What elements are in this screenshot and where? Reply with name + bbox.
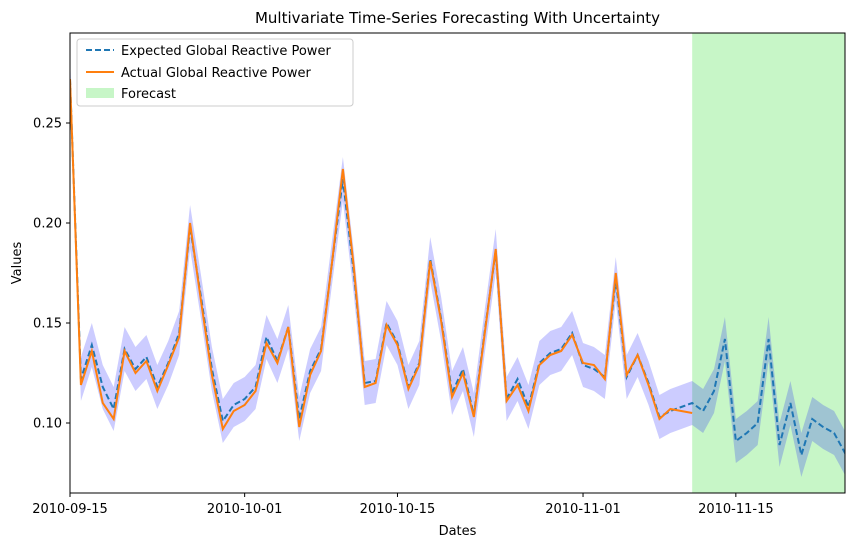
- x-axis-label: Dates: [439, 524, 477, 539]
- x-tick-label: 2010-10-15: [360, 502, 436, 517]
- forecast-region: [692, 33, 845, 493]
- expected-series-line: [70, 78, 845, 456]
- y-tick-label: 0.20: [33, 217, 62, 232]
- x-tick-label: 2010-11-15: [698, 502, 774, 517]
- x-axis: 2010-09-15 2010-10-01 2010-10-15 2010-11-01…: [32, 493, 774, 517]
- y-tick-label: 0.15: [33, 317, 62, 332]
- x-tick-label: 2010-09-15: [32, 502, 108, 517]
- legend-actual-label: Actual Global Reactive Power: [121, 66, 312, 81]
- chart-title: Multivariate Time-Series Forecasting Wit…: [255, 9, 660, 27]
- legend-expected-label: Expected Global Reactive Power: [121, 44, 331, 59]
- legend: Expected Global Reactive Power Actual Gl…: [76, 38, 354, 107]
- y-axis-label: Values: [10, 242, 25, 285]
- legend-box: [76, 38, 354, 107]
- y-axis: 0.10 0.15 0.20 0.25: [33, 117, 70, 432]
- uncertainty-band: [70, 57, 845, 477]
- x-tick-label: 2010-10-01: [207, 502, 283, 517]
- actual-series-line: [70, 78, 693, 432]
- legend-forecast-label: Forecast: [121, 87, 176, 102]
- x-tick-label: 2010-11-01: [545, 502, 621, 517]
- legend-forecast-swatch: [86, 88, 114, 98]
- y-tick-label: 0.25: [33, 117, 62, 132]
- plot-frame: [69, 32, 846, 494]
- y-tick-label: 0.10: [33, 417, 62, 432]
